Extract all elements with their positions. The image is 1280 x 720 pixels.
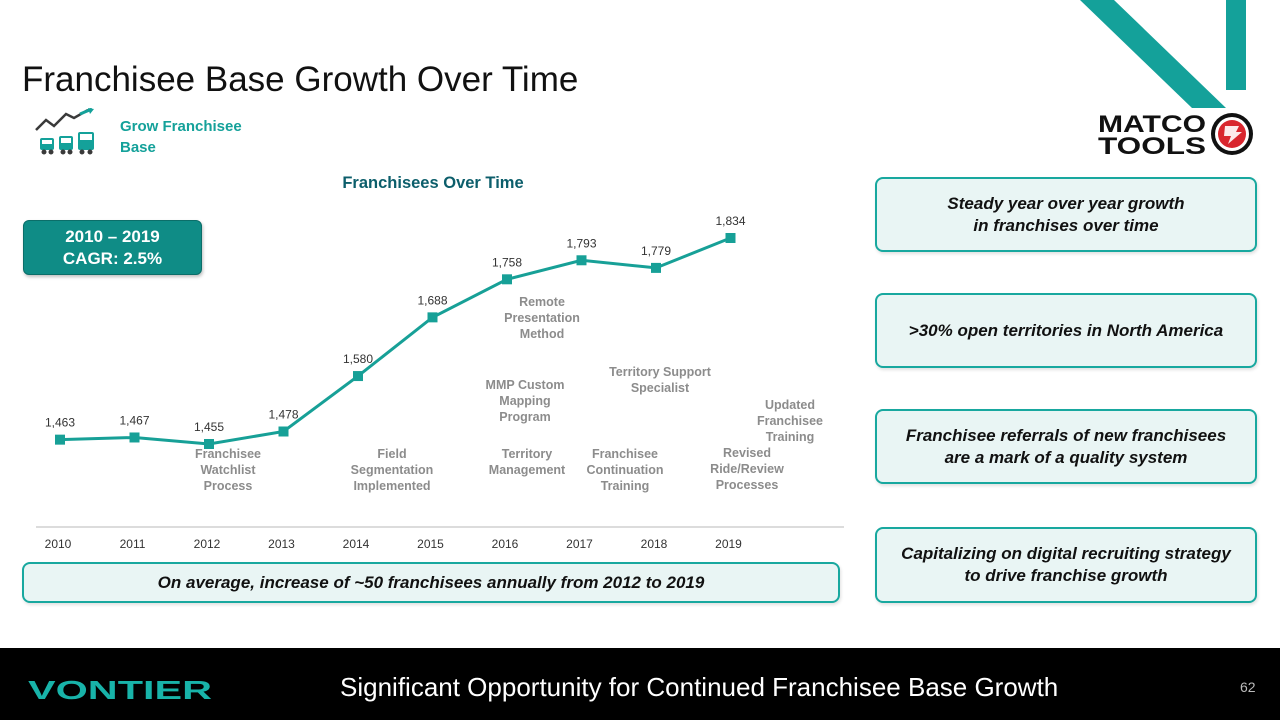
- data-label-2017: 1,793: [566, 236, 596, 250]
- annotation-2014-1: Field Segmentation Implemented: [351, 447, 434, 493]
- growth-trucks-icon: [35, 108, 94, 155]
- data-label-2015: 1,688: [417, 293, 447, 307]
- data-label-2012: 1,455: [194, 420, 224, 434]
- annotation-2016-3: MMP Custom Mapping Program: [486, 378, 565, 424]
- callout-digital-recruiting: Capitalizing on digital recruiting strat…: [875, 527, 1257, 603]
- chart-title: Franchisees Over Time: [342, 174, 523, 192]
- data-point-2018: [651, 262, 661, 273]
- data-label-2016: 1,758: [492, 255, 522, 269]
- data-label-2013: 1,478: [268, 407, 298, 421]
- marker-layer: [55, 233, 736, 449]
- bottom-note: On average, increase of ~50 franchisees …: [22, 562, 840, 603]
- data-point-2015: [427, 312, 438, 323]
- data-label-2010: 1,463: [45, 416, 75, 430]
- annotation-2016-2: Remote Presentation Method: [504, 295, 580, 341]
- footer-bar: [0, 648, 1280, 720]
- callout-4-line1: Capitalizing on digital recruiting strat…: [901, 544, 1231, 563]
- x-tick-2010: 2010: [45, 537, 72, 551]
- callout-4-line2: to drive franchise growth: [964, 566, 1168, 585]
- annotation-2017-5: Territory Support Specialist: [609, 365, 712, 395]
- data-point-2011: [129, 432, 140, 443]
- x-tick-2012: 2012: [194, 537, 221, 551]
- data-label-2019: 1,834: [715, 214, 745, 228]
- vontier-logo: VONTIER: [28, 676, 212, 702]
- x-tick-layer: 2010 2011 2012 2013 2014 2015 2016 2017 2018 2019: [45, 537, 743, 551]
- callout-1-line2: in franchises over time: [973, 215, 1159, 235]
- vontier-logo-text: VONTIER: [28, 676, 212, 702]
- page-number: 62: [1240, 679, 1256, 695]
- data-point-2013: [278, 426, 289, 437]
- cagr-value: CAGR: 2.5%: [62, 249, 163, 268]
- annotation-2019-8: Revised Ride/Review Processes: [710, 446, 784, 492]
- matco-logo: MATCO TOOLS: [1098, 111, 1253, 158]
- callout-1-line1: Steady year over year growth: [947, 193, 1185, 213]
- data-point-2017: [576, 255, 587, 266]
- annotation-2017-6: Franchisee Continuation Training: [586, 447, 663, 493]
- x-tick-2019: 2019: [715, 537, 742, 551]
- callout-2-line1: >30% open territories in North America: [908, 320, 1224, 340]
- data-label-2014: 1,580: [343, 352, 373, 366]
- data-point-2010: [55, 434, 65, 445]
- cagr-badge: 2010 – 2019 CAGR: 2.5%: [23, 220, 202, 275]
- x-tick-2013: 2013: [268, 537, 295, 551]
- x-tick-2014: 2014: [343, 537, 370, 551]
- cagr-period: 2010 – 2019: [65, 227, 160, 246]
- data-point-2012: [204, 439, 214, 449]
- data-label-2018: 1,779: [641, 244, 671, 258]
- data-point-2016: [502, 274, 512, 285]
- franchisees-line-chart: Franchisees Over Time Franchisee Watchlis…: [36, 174, 844, 551]
- x-tick-2017: 2017: [566, 537, 593, 551]
- corner-decoration: [1080, 0, 1280, 110]
- data-point-2019: [725, 233, 736, 243]
- grow-label-line2: Base: [120, 139, 156, 156]
- callout-referrals: Franchisee referrals of new franchisees a…: [875, 409, 1257, 484]
- callout-open-territories: >30% open territories in North America: [875, 293, 1257, 368]
- annotation-2019-7: Updated Franchisee Training: [757, 398, 823, 444]
- annotation-layer: Franchisee Watchlist Process Field Segmentat…: [195, 295, 823, 493]
- annotation-2012-0: Franchisee Watchlist Process: [195, 447, 261, 493]
- annotation-2016-4: Territory Management: [489, 447, 566, 477]
- callout-3-line2: are a mark of a quality system: [944, 447, 1188, 467]
- x-tick-2016: 2016: [492, 537, 519, 551]
- footer-tagline: Significant Opportunity for Continued Fr…: [340, 672, 1059, 702]
- x-tick-2015: 2015: [417, 537, 444, 551]
- callout-steady-growth: Steady year over year growth in franchise…: [875, 177, 1257, 252]
- series-line: [59, 236, 732, 446]
- data-point-2014: [353, 371, 363, 382]
- callout-3-line1: Franchisee referrals of new franchisees: [905, 425, 1227, 445]
- data-label-layer: 1,463 1,467 1,455 1,478 1,580 1,688 1,758 1,793…: [45, 214, 746, 434]
- grow-label-line1: Grow Franchisee: [120, 118, 242, 135]
- matco-logo-line2: TOOLS: [1098, 133, 1206, 158]
- data-label-2011: 1,467: [119, 413, 149, 427]
- page-title: Franchisee Base Growth Over Time: [22, 60, 579, 99]
- x-tick-2018: 2018: [641, 537, 668, 551]
- grow-franchisee-base-label: Grow Franchisee Base: [120, 116, 280, 158]
- x-tick-2011: 2011: [120, 537, 146, 551]
- matco-logo-line1: MATCO: [1098, 111, 1206, 138]
